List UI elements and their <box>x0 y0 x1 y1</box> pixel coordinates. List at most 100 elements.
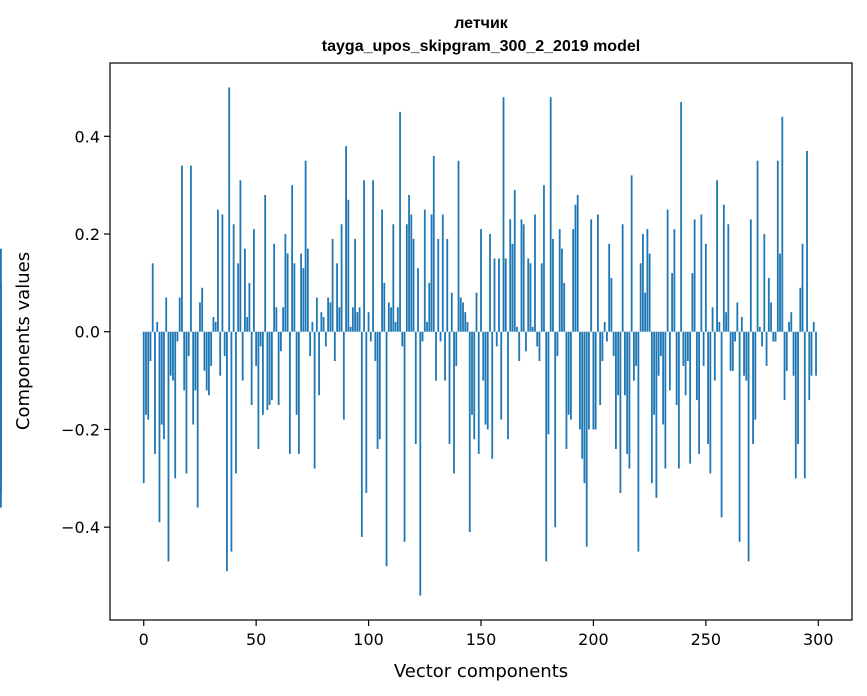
bar-60 <box>277 331 280 406</box>
bar-87 <box>338 307 341 332</box>
bar-281 <box>774 331 777 342</box>
bar-75 <box>311 321 314 332</box>
bar-192 <box>574 204 577 332</box>
bar-287 <box>788 321 790 332</box>
bar-93 <box>351 307 354 332</box>
bar-155 <box>491 331 494 459</box>
bar-141 <box>459 297 462 332</box>
bar-170 <box>525 331 527 352</box>
bar-251 <box>707 331 709 445</box>
bar-23 <box>194 331 197 391</box>
bar-115 <box>401 331 404 347</box>
y-axis: −0.4 −0.2 0.0 0.2 0.4 <box>61 127 110 537</box>
bar-242 <box>686 331 689 362</box>
bar-167 <box>518 331 521 362</box>
bar-212 <box>619 331 622 493</box>
bar-119 <box>410 214 413 332</box>
bar-34 <box>219 331 222 376</box>
x-axis-label: Vector components <box>394 661 568 682</box>
bar-47 <box>248 282 251 332</box>
bar-226 <box>650 331 653 484</box>
bar-249 <box>702 331 705 366</box>
y-axis-label: Components values <box>13 252 34 430</box>
bar-162 <box>507 331 509 440</box>
bar-72 <box>304 160 307 332</box>
bar-182 <box>552 238 554 332</box>
bar-233 <box>666 209 669 332</box>
bar-190 <box>570 331 572 420</box>
bar-173 <box>531 326 534 332</box>
bar-130 <box>435 331 437 381</box>
bar-276 <box>763 234 766 332</box>
bar-102 <box>372 180 374 332</box>
bar-184 <box>556 331 559 357</box>
bar-136 <box>448 331 451 445</box>
bar-206 <box>606 331 608 342</box>
bar-20 <box>187 331 190 357</box>
bar-37 <box>226 331 228 572</box>
bar-198 <box>588 331 590 430</box>
bar-292 <box>799 287 802 332</box>
bar-271 <box>752 331 754 445</box>
bar-183 <box>554 331 557 528</box>
bar-157 <box>495 331 498 347</box>
bar-168 <box>520 219 523 332</box>
bars-group <box>0 87 817 596</box>
bar-237 <box>675 331 678 406</box>
bar-288 <box>790 312 793 332</box>
y-tick-label: −0.4 <box>61 518 100 537</box>
bar-211 <box>617 331 620 396</box>
bar-247 <box>698 331 700 454</box>
bar-13 <box>172 331 174 381</box>
y-tick-label: 0.2 <box>75 225 100 244</box>
bar-113 <box>396 307 399 332</box>
bar-181 <box>549 97 552 332</box>
bar-121 <box>414 331 417 445</box>
x-tick-label: 100 <box>353 630 384 649</box>
bar-265 <box>738 331 741 542</box>
bar-140 <box>457 160 460 332</box>
bar-159 <box>500 331 503 420</box>
bar-199 <box>590 219 593 332</box>
bar-40 <box>232 224 235 332</box>
bar-35 <box>221 214 224 332</box>
bar-245 <box>693 219 696 332</box>
bar-12 <box>169 331 172 376</box>
bar-15 <box>176 331 179 342</box>
bar-49 <box>253 229 255 332</box>
bar-91 <box>347 199 350 332</box>
bar-89 <box>342 331 345 420</box>
bar-217 <box>630 175 633 332</box>
bar-62 <box>282 307 285 332</box>
bar-259 <box>725 312 727 332</box>
bar-195 <box>581 331 584 459</box>
bar-298 <box>812 321 815 332</box>
y-tick-label: −0.2 <box>61 420 100 439</box>
bar-263 <box>734 331 736 342</box>
bar-230 <box>659 331 662 357</box>
bar-152 <box>484 331 487 425</box>
bar-32 <box>214 321 217 332</box>
bar-299 <box>815 331 817 376</box>
bar-14 <box>174 331 177 479</box>
bar-109 <box>387 302 390 332</box>
bar-191 <box>572 229 575 332</box>
bar-284 <box>781 116 784 332</box>
bar-92 <box>349 326 352 332</box>
bar-22 <box>192 331 195 425</box>
bar-107 <box>383 282 386 332</box>
bar-7 <box>158 331 161 523</box>
bar-43 <box>239 180 242 332</box>
y-tick-label: 0.0 <box>75 323 100 342</box>
bar-261 <box>729 331 732 371</box>
bar-297 <box>810 331 813 376</box>
bar-80 <box>322 317 325 332</box>
bar-285 <box>783 331 786 401</box>
bar-151 <box>482 331 485 381</box>
bar-257 <box>720 331 723 518</box>
x-tick-label: 250 <box>691 630 722 649</box>
bar-232 <box>664 331 667 469</box>
x-tick-label: 50 <box>246 630 266 649</box>
bar-104 <box>376 331 379 449</box>
bar-71 <box>302 268 305 332</box>
